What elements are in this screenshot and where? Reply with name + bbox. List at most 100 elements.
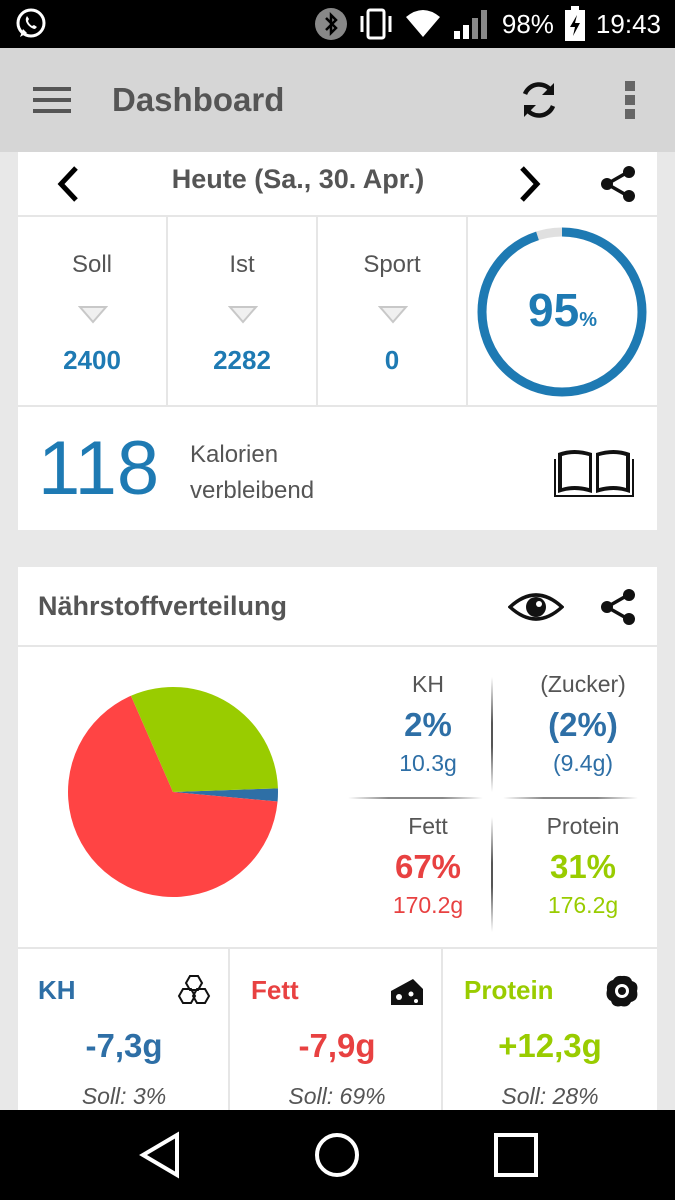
macro-protein-grams: 176.2g xyxy=(547,892,619,918)
refresh-icon xyxy=(522,82,556,118)
diff-fett-soll: Soll: 69% xyxy=(288,1083,386,1109)
diff-fett-value: -7,9g xyxy=(298,1027,376,1064)
remaining-text: Kalorien verbleibend xyxy=(190,437,314,509)
grid-divider xyxy=(348,797,483,799)
diff-protein: Protein +12,3g Soll: 28% xyxy=(444,949,656,1127)
pie-slice-fett xyxy=(68,695,278,897)
share-nutrients-button[interactable] xyxy=(594,583,642,631)
page-title: Dashboard xyxy=(112,81,285,118)
menu-icon xyxy=(33,87,71,113)
soll-stat[interactable]: Soll 2400 xyxy=(18,217,168,407)
diff-protein-label: Protein xyxy=(464,975,554,1005)
menu-button[interactable] xyxy=(0,48,104,152)
recents-square-icon xyxy=(494,1133,538,1177)
battery-percentage: 98% xyxy=(501,8,554,39)
share-day-button[interactable] xyxy=(594,156,642,212)
diff-fett: Fett -7,9g Soll: 69% xyxy=(231,949,443,1127)
status-bar: 98% 19:43 xyxy=(0,0,675,48)
nutrient-chart-area: KH 2% 10.3g (Zucker) (2%) (9.4g) Fett 67… xyxy=(18,647,657,949)
refresh-button[interactable] xyxy=(505,70,573,130)
back-button[interactable] xyxy=(132,1127,188,1183)
dropdown-triangle-icon xyxy=(78,306,108,324)
carb-hexagon-icon xyxy=(177,975,211,1004)
back-triangle-icon xyxy=(139,1131,179,1179)
clock: 19:43 xyxy=(595,8,661,39)
remaining-line1: Kalorien xyxy=(190,441,279,468)
nutrient-card-header: Nährstoffverteilung xyxy=(18,567,657,647)
grid-divider xyxy=(491,817,493,932)
diff-kh-value: -7,3g xyxy=(85,1027,163,1064)
macro-kh-pct: 2% xyxy=(404,706,452,743)
wifi-icon xyxy=(404,7,442,41)
diff-protein-value: +12,3g xyxy=(498,1027,602,1064)
nutrient-distribution-card: Nährstoffverteilung KH 2% 10.3g xyxy=(18,567,657,1127)
battery-charging-icon xyxy=(564,6,586,42)
nutrient-pie-chart xyxy=(68,687,278,897)
grid-divider xyxy=(491,677,493,792)
ist-value: 2282 xyxy=(213,345,271,375)
chevron-left-icon xyxy=(57,166,78,202)
macro-zucker-pct: (2%) xyxy=(548,706,618,743)
recents-button[interactable] xyxy=(488,1127,544,1183)
remaining-calories: 118 Kalorien verbleibend xyxy=(18,407,657,530)
diff-kh-soll: Soll: 3% xyxy=(81,1083,167,1109)
grid-divider xyxy=(503,797,638,799)
app-bar: Dashboard xyxy=(0,48,675,152)
more-vert-icon xyxy=(625,81,635,119)
macro-protein: Protein 31% 176.2g xyxy=(508,813,658,919)
share-icon xyxy=(601,166,635,202)
home-circle-icon xyxy=(315,1133,359,1177)
progress-value: 95 xyxy=(528,284,580,336)
egg-icon xyxy=(606,975,638,1007)
progress-unit: % xyxy=(579,309,597,331)
macro-kh-label: KH xyxy=(412,671,444,697)
macro-fett-label: Fett xyxy=(408,813,448,839)
date-navigator: Heute (Sa., 30. Apr.) xyxy=(18,152,657,217)
progress-ring-arc xyxy=(477,227,647,397)
ist-label: Ist xyxy=(229,251,255,278)
whatsapp-icon xyxy=(14,7,48,41)
sport-label: Sport xyxy=(363,251,421,278)
cheese-icon xyxy=(391,979,423,1005)
nutrient-card-title: Nährstoffverteilung xyxy=(38,591,288,621)
bluetooth-icon xyxy=(314,7,348,41)
sport-value: 0 xyxy=(384,345,400,375)
diff-fett-label: Fett xyxy=(251,975,299,1005)
macro-grid: KH 2% 10.3g (Zucker) (2%) (9.4g) Fett 67… xyxy=(348,647,657,949)
macro-zucker-label: (Zucker) xyxy=(540,671,626,697)
dropdown-triangle-icon xyxy=(228,306,258,324)
macro-protein-pct: 31% xyxy=(549,848,617,885)
macro-zucker-grams: (9.4g) xyxy=(552,750,614,776)
previous-day-button[interactable] xyxy=(46,156,90,212)
next-day-button[interactable] xyxy=(508,156,552,212)
macro-kh: KH 2% 10.3g xyxy=(353,671,503,777)
calorie-stats: Soll 2400 Ist 2282 Sport 0 xyxy=(18,217,657,407)
remaining-value: 118 xyxy=(38,426,160,511)
pie-slice-kh xyxy=(173,788,278,802)
diary-book-icon[interactable] xyxy=(554,445,634,497)
remaining-line2: verbleibend xyxy=(190,477,315,504)
date-label: Heute (Sa., 30. Apr.) xyxy=(171,164,425,194)
macro-zucker: (Zucker) (2%) (9.4g) xyxy=(508,671,658,777)
soll-value: 2400 xyxy=(63,345,121,375)
pie-slice-protein xyxy=(130,687,278,792)
soll-label: Soll xyxy=(71,251,113,278)
signal-icon xyxy=(452,7,492,41)
macro-kh-grams: 10.3g xyxy=(399,750,457,776)
macro-diff-row: KH -7,3g Soll: 3% Fett -7,9g Soll: 69% P… xyxy=(18,949,657,1127)
home-button[interactable] xyxy=(309,1127,365,1183)
macro-fett: Fett 67% 170.2g xyxy=(353,813,503,919)
macro-fett-grams: 170.2g xyxy=(392,892,464,918)
progress-ring: 95% xyxy=(468,217,657,407)
vibrate-icon xyxy=(358,6,394,42)
diff-protein-soll: Soll: 28% xyxy=(501,1083,599,1109)
sport-stat[interactable]: Sport 0 xyxy=(318,217,468,407)
diff-kh: KH -7,3g Soll: 3% xyxy=(18,949,230,1127)
more-options-button[interactable] xyxy=(600,70,660,130)
share-icon xyxy=(601,589,635,625)
navigation-bar xyxy=(0,1110,675,1200)
diff-kh-label: KH xyxy=(38,975,76,1005)
eye-icon[interactable] xyxy=(508,587,564,627)
progress-percentage: 95% xyxy=(468,283,657,337)
ist-stat[interactable]: Ist 2282 xyxy=(168,217,318,407)
